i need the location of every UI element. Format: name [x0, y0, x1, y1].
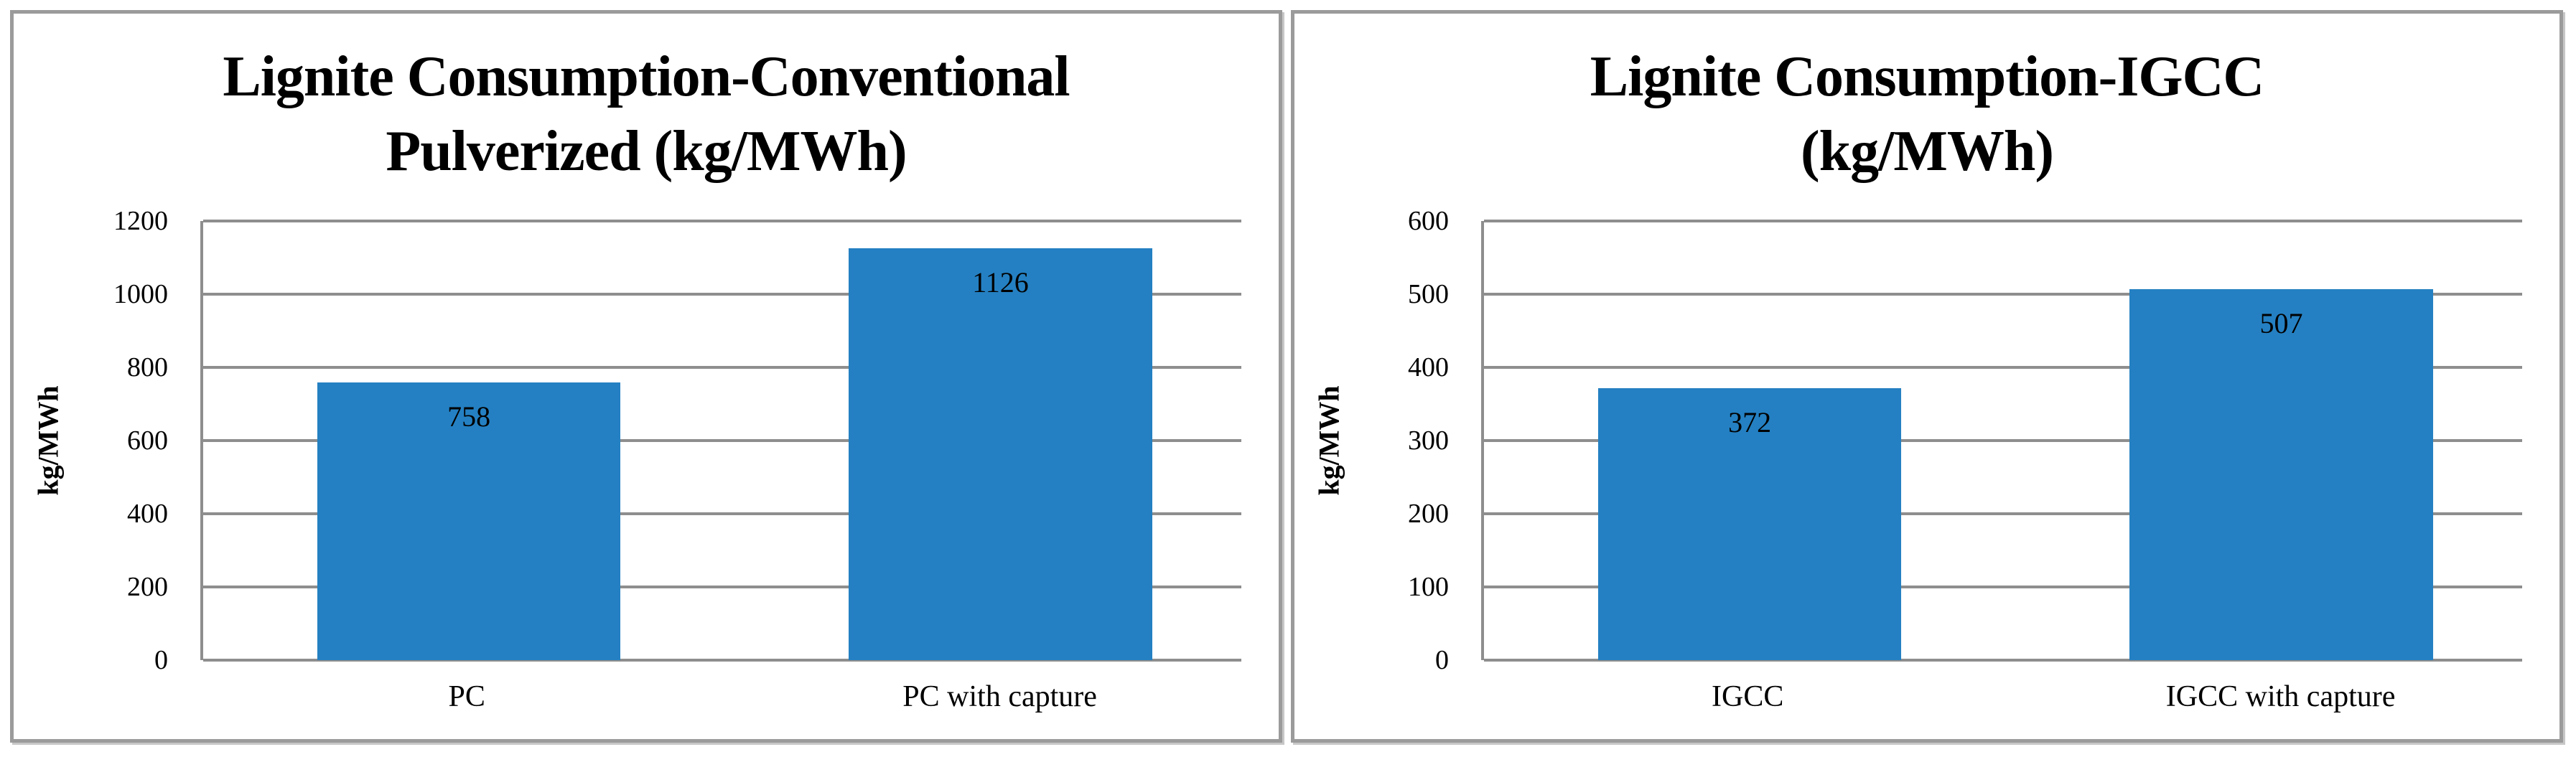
gridline — [1484, 586, 2522, 588]
bar-pc: 758 — [317, 382, 621, 660]
y-tick-label: 400 — [127, 499, 168, 529]
y-tick-label: 0 — [154, 645, 168, 675]
gridline — [1484, 512, 2522, 515]
chart-title: Lignite Consumption-IGCC (kg/MWh) — [1294, 39, 2559, 189]
y-tick-label: 1200 — [113, 206, 168, 236]
y-tick-label: 200 — [127, 572, 168, 602]
chart-title-line2: (kg/MWh) — [1801, 120, 2054, 183]
chart-title-line1: Lignite Consumption-IGCC — [1590, 45, 2264, 108]
category-label: PC with capture — [902, 680, 1097, 713]
gridline — [1484, 366, 2522, 369]
bar-value-label: 758 — [447, 400, 491, 433]
y-tick-label: 800 — [127, 352, 168, 382]
category-label: IGCC with capture — [2165, 680, 2396, 713]
plot-area: 758 1126 — [200, 220, 1241, 662]
gridline — [203, 439, 1241, 442]
chart-title-line2: Pulverized (kg/MWh) — [386, 120, 907, 183]
y-tick-label: 0 — [1435, 645, 1449, 675]
bar-pc-with-capture: 1126 — [849, 248, 1152, 660]
gridline — [203, 220, 1241, 222]
bar-igcc-with-capture: 507 — [2129, 288, 2433, 660]
gridline — [203, 293, 1241, 296]
y-tick-labels: 0 200 400 600 800 1000 1200 — [14, 207, 168, 674]
chart-title: Lignite Consumption-Conventional Pulveri… — [14, 39, 1279, 189]
gridline — [1484, 439, 2522, 442]
gridline — [1484, 659, 2522, 662]
y-tick-label: 300 — [1408, 425, 1449, 456]
gridline — [203, 512, 1241, 515]
category-label: IGCC — [1712, 680, 1784, 713]
bar-value-label: 507 — [2259, 306, 2303, 339]
gridline — [203, 366, 1241, 369]
y-tick-label: 1000 — [113, 279, 168, 309]
y-tick-labels: 0 100 200 300 400 500 600 — [1294, 207, 1449, 674]
gridline — [203, 586, 1241, 588]
y-tick-label: 400 — [1408, 352, 1449, 382]
category-label: PC — [448, 680, 485, 713]
plot-area: 372 507 — [1481, 220, 2522, 662]
gridline — [203, 659, 1241, 662]
chart-panel-igcc: Lignite Consumption-IGCC (kg/MWh) kg/MWh… — [1291, 10, 2563, 743]
bar-value-label: 372 — [1728, 405, 1772, 438]
chart-title-line1: Lignite Consumption-Conventional — [223, 45, 1070, 108]
y-tick-label: 100 — [1408, 572, 1449, 602]
gridline — [1484, 293, 2522, 296]
chart-panel-conventional-pulverized: Lignite Consumption-Conventional Pulveri… — [10, 10, 1282, 743]
bar-value-label: 1126 — [972, 265, 1029, 298]
y-tick-label: 600 — [1408, 206, 1449, 236]
bar-igcc: 372 — [1598, 387, 1902, 660]
y-tick-label: 600 — [127, 425, 168, 456]
y-tick-label: 200 — [1408, 499, 1449, 529]
y-tick-label: 500 — [1408, 279, 1449, 309]
category-labels: PC PC with capture — [200, 682, 1241, 725]
gridline — [1484, 220, 2522, 222]
category-labels: IGCC IGCC with capture — [1481, 682, 2522, 725]
